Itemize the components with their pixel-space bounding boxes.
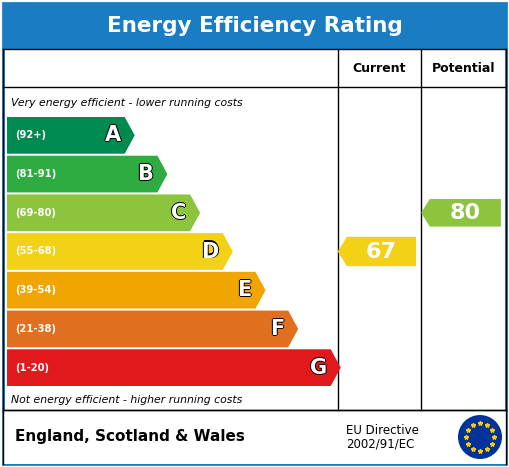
Text: EU Directive: EU Directive	[346, 424, 419, 437]
Text: England, Scotland & Wales: England, Scotland & Wales	[15, 430, 245, 445]
Text: C: C	[171, 203, 186, 223]
Text: G: G	[309, 359, 327, 379]
Text: E: E	[238, 280, 252, 300]
Text: C: C	[172, 203, 187, 223]
Bar	[3, 3, 506, 49]
Polygon shape	[421, 199, 501, 226]
Text: G: G	[310, 358, 328, 378]
Text: Potential: Potential	[432, 62, 495, 75]
Text: (55-68): (55-68)	[15, 247, 56, 256]
Polygon shape	[7, 311, 298, 347]
Text: F: F	[271, 319, 285, 339]
Text: B: B	[137, 164, 153, 184]
Text: G: G	[309, 357, 327, 377]
Text: Energy Efficiency Rating: Energy Efficiency Rating	[106, 16, 403, 36]
Text: 67: 67	[365, 241, 397, 262]
Polygon shape	[7, 272, 266, 309]
Text: 2002/91/EC: 2002/91/EC	[346, 438, 414, 451]
Text: C: C	[171, 204, 186, 224]
Text: D: D	[202, 242, 219, 262]
Text: A: A	[104, 127, 121, 146]
Polygon shape	[7, 233, 233, 270]
Text: Very energy efficient - lower running costs: Very energy efficient - lower running co…	[11, 98, 243, 108]
Text: D: D	[202, 241, 219, 262]
Text: E: E	[237, 280, 251, 300]
Text: B: B	[136, 164, 152, 184]
Circle shape	[458, 415, 502, 459]
Text: A: A	[104, 125, 121, 145]
Text: F: F	[269, 319, 283, 339]
Bar	[3, 410, 506, 464]
Text: B: B	[138, 164, 154, 184]
Text: G: G	[308, 358, 326, 378]
Text: F: F	[270, 319, 284, 339]
Text: E: E	[237, 281, 251, 301]
Text: Not energy efficient - higher running costs: Not energy efficient - higher running co…	[11, 395, 242, 405]
Text: A: A	[104, 124, 121, 144]
Polygon shape	[7, 156, 167, 192]
Text: D: D	[201, 241, 218, 262]
Text: A: A	[104, 125, 120, 145]
Text: (21-38): (21-38)	[15, 324, 56, 334]
Text: E: E	[236, 280, 250, 300]
Text: Current: Current	[353, 62, 406, 75]
Text: (1-20): (1-20)	[15, 363, 49, 373]
Text: D: D	[202, 241, 219, 261]
Text: A: A	[105, 125, 122, 145]
Text: 80: 80	[449, 203, 480, 223]
Polygon shape	[7, 194, 200, 231]
Text: D: D	[203, 241, 220, 262]
Polygon shape	[7, 117, 135, 154]
Text: B: B	[137, 165, 153, 185]
Text: (81-91): (81-91)	[15, 169, 56, 179]
Text: (39-54): (39-54)	[15, 285, 56, 295]
Polygon shape	[337, 237, 416, 266]
Text: E: E	[237, 279, 251, 299]
Polygon shape	[7, 349, 341, 386]
Text: (69-80): (69-80)	[15, 208, 56, 218]
Text: B: B	[137, 163, 153, 183]
Text: (92+): (92+)	[15, 130, 46, 141]
Text: F: F	[270, 318, 284, 338]
Text: C: C	[170, 203, 185, 223]
Text: G: G	[309, 358, 327, 378]
Text: C: C	[171, 202, 186, 222]
Text: F: F	[270, 320, 284, 340]
